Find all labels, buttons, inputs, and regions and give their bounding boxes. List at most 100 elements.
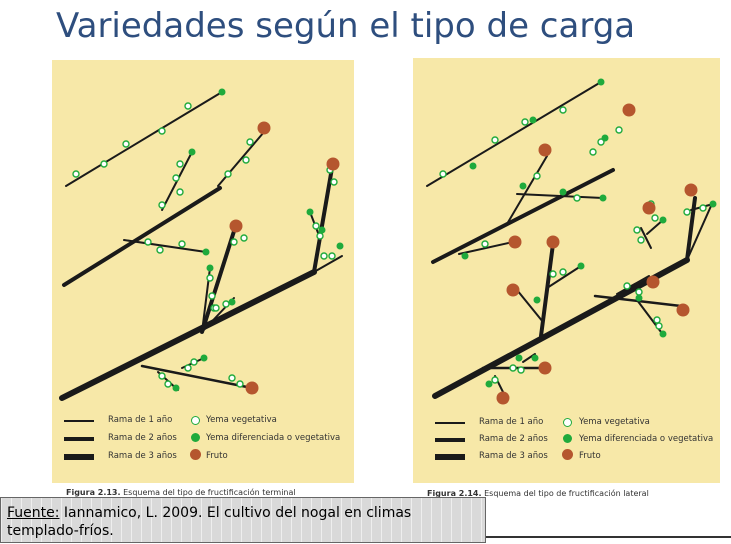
bud-differentiated [635, 294, 643, 302]
bud-differentiated [336, 242, 344, 250]
fruit-icon [190, 449, 201, 460]
bud-differentiated-icon [191, 433, 200, 442]
source-citation: Fuente: Iannamico, L. 2009. El cultivo d… [0, 497, 486, 543]
bud-vegetative-icon [563, 418, 572, 427]
bud-differentiated [461, 252, 469, 260]
fruit-icon [562, 449, 573, 460]
bud-differentiated [228, 298, 236, 306]
fruit [676, 303, 690, 317]
bud-vegetative [316, 232, 324, 240]
bud-differentiated [599, 194, 607, 202]
branch-2yr [62, 186, 222, 287]
branch-1yr [616, 275, 650, 295]
legend-label: Yema diferenciada o vegetativa [579, 434, 714, 444]
branch-1yr [506, 155, 548, 225]
bud-vegetative [176, 188, 184, 196]
bud-vegetative [184, 364, 192, 372]
legend-label: Rama de 3 años [479, 451, 548, 461]
bud-vegetative [230, 238, 238, 246]
fruit [684, 183, 698, 197]
fruit [646, 275, 660, 289]
bud-vegetative [637, 236, 645, 244]
bud-vegetative [122, 140, 130, 148]
legend-label: Yema vegetativa [206, 415, 277, 425]
bud-differentiated-icon [563, 434, 572, 443]
legend-label: Fruto [206, 451, 228, 461]
figure-terminal-diagram [59, 88, 344, 401]
bud-vegetative [481, 240, 489, 248]
bud-vegetative [158, 372, 166, 380]
fruit [257, 121, 271, 135]
fruit [506, 283, 520, 297]
bud-vegetative [517, 366, 525, 374]
bud-vegetative [597, 138, 605, 146]
bud-vegetative [100, 160, 108, 168]
bud-differentiated [188, 148, 196, 156]
bud-differentiated [559, 188, 567, 196]
caption-label: Figura 2.13. [66, 488, 121, 497]
branch-1yr [123, 239, 207, 253]
bud-differentiated [659, 330, 667, 338]
bud-vegetative [653, 316, 661, 324]
bud-differentiated [206, 264, 214, 272]
legend-line-1yr [64, 420, 94, 422]
bud-vegetative [246, 138, 254, 146]
fruit [642, 201, 656, 215]
branch-1yr [140, 364, 254, 390]
bud-vegetative [655, 322, 663, 330]
bud-vegetative [164, 380, 172, 388]
bud-vegetative [190, 358, 198, 366]
bud-vegetative [158, 201, 166, 209]
bud-vegetative [328, 252, 336, 260]
branch-1yr [516, 289, 544, 323]
bud-differentiated [659, 216, 667, 224]
bud-differentiated [577, 262, 585, 270]
bud-vegetative [559, 268, 567, 276]
figure-caption: Figura 2.14. Esquema del tipo de fructif… [427, 489, 649, 498]
bud-vegetative [206, 274, 214, 282]
bud-differentiated [533, 296, 541, 304]
branch-1yr [458, 241, 514, 255]
source-label: Fuente: [7, 505, 60, 521]
bud-vegetative [240, 234, 248, 242]
bud-vegetative [312, 222, 320, 230]
bud-vegetative [699, 204, 707, 212]
bud-vegetative [623, 282, 631, 290]
legend-line-3yr [64, 454, 94, 460]
legend-label: Rama de 1 año [479, 417, 544, 427]
slide-title: Variedades según el tipo de carga [56, 6, 636, 46]
caption-text: Esquema del tipo de fructificación termi… [120, 488, 296, 497]
bud-vegetative [635, 288, 643, 296]
bud-differentiated [529, 116, 537, 124]
branch-1yr [646, 219, 664, 235]
fruit [538, 361, 552, 375]
legend-line-3yr [435, 454, 465, 460]
bud-vegetative [184, 102, 192, 110]
branch-2yr [312, 166, 334, 274]
branch-1yr [65, 91, 223, 187]
fruit [326, 157, 340, 171]
bud-vegetative [228, 374, 236, 382]
figure-caption: Figura 2.13. Esquema del tipo de fructif… [66, 488, 296, 497]
branch-1yr [640, 227, 652, 249]
branch-1yr [546, 265, 582, 289]
fruit [245, 381, 259, 395]
bud-vegetative [491, 136, 499, 144]
bud-vegetative [156, 246, 164, 254]
bud-vegetative [573, 194, 581, 202]
bud-differentiated [200, 354, 208, 362]
bud-vegetative [533, 172, 541, 180]
fruit [508, 235, 522, 249]
bud-vegetative [208, 292, 216, 300]
bud-differentiated [531, 354, 539, 362]
bud-vegetative [330, 178, 338, 186]
bud-differentiated [218, 88, 226, 96]
legend-label: Rama de 1 año [108, 415, 173, 425]
bud-vegetative [144, 238, 152, 246]
bud-vegetative [491, 376, 499, 384]
bud-vegetative [222, 300, 230, 308]
bud-vegetative [549, 270, 557, 278]
bud-differentiated [519, 182, 527, 190]
bud-vegetative [178, 240, 186, 248]
bud-differentiated [485, 380, 493, 388]
